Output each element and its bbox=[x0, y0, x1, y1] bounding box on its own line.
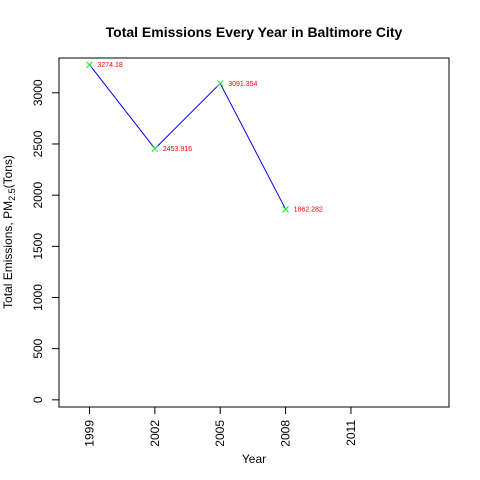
marker-stroke bbox=[151, 145, 159, 153]
x-tick-label: 2008 bbox=[279, 420, 293, 447]
y-axis-label-main: Total Emissions, PM bbox=[1, 201, 15, 309]
y-tick-label: 1000 bbox=[31, 284, 45, 311]
y-axis-label: Total Emissions, PM2.5(Tons) bbox=[1, 155, 17, 309]
x-tick-label: 2011 bbox=[344, 420, 358, 446]
y-tick-label: 2500 bbox=[31, 130, 45, 157]
data-point-marker bbox=[216, 80, 224, 87]
y-axis-label-subscript: 2.5 bbox=[7, 188, 17, 201]
data-point-marker bbox=[282, 205, 289, 213]
data-label: 3274.18 bbox=[98, 62, 123, 69]
chart-title: Total Emissions Every Year in Baltimore … bbox=[106, 24, 403, 40]
x-tick-label: 1999 bbox=[83, 420, 97, 447]
y-tick-label: 1500 bbox=[31, 233, 45, 260]
data-point-marker bbox=[86, 61, 93, 69]
series-line bbox=[89, 64, 287, 210]
data-label: 2453.916 bbox=[163, 146, 192, 153]
y-tick-label: 500 bbox=[31, 338, 45, 358]
data-label: 3091.354 bbox=[228, 81, 257, 88]
series-group bbox=[89, 64, 287, 210]
marker-stroke bbox=[216, 80, 224, 87]
data-label: 1862.282 bbox=[294, 207, 323, 214]
data-label-group: 3274.18 2453.916 3091.354 1862.282 bbox=[98, 62, 323, 214]
y-tick-label: 3000 bbox=[31, 79, 45, 106]
marker-stroke bbox=[86, 61, 93, 69]
marker-group bbox=[86, 61, 289, 213]
data-point-marker bbox=[151, 145, 159, 153]
y-axis-label-unit: (Tons) bbox=[1, 155, 15, 188]
marker-stroke bbox=[282, 205, 289, 213]
x-tick-label: 2002 bbox=[148, 420, 162, 447]
x-axis-label: Year bbox=[242, 452, 266, 466]
y-tick-label: 0 bbox=[31, 396, 45, 403]
y-axis: 0 500 1000 1500 2000 2500 3000 bbox=[31, 79, 60, 403]
y-tick-label: 2000 bbox=[31, 181, 45, 208]
x-tick-label: 2005 bbox=[213, 420, 227, 447]
x-axis: 1999 2002 2005 2008 2011 bbox=[83, 406, 358, 447]
